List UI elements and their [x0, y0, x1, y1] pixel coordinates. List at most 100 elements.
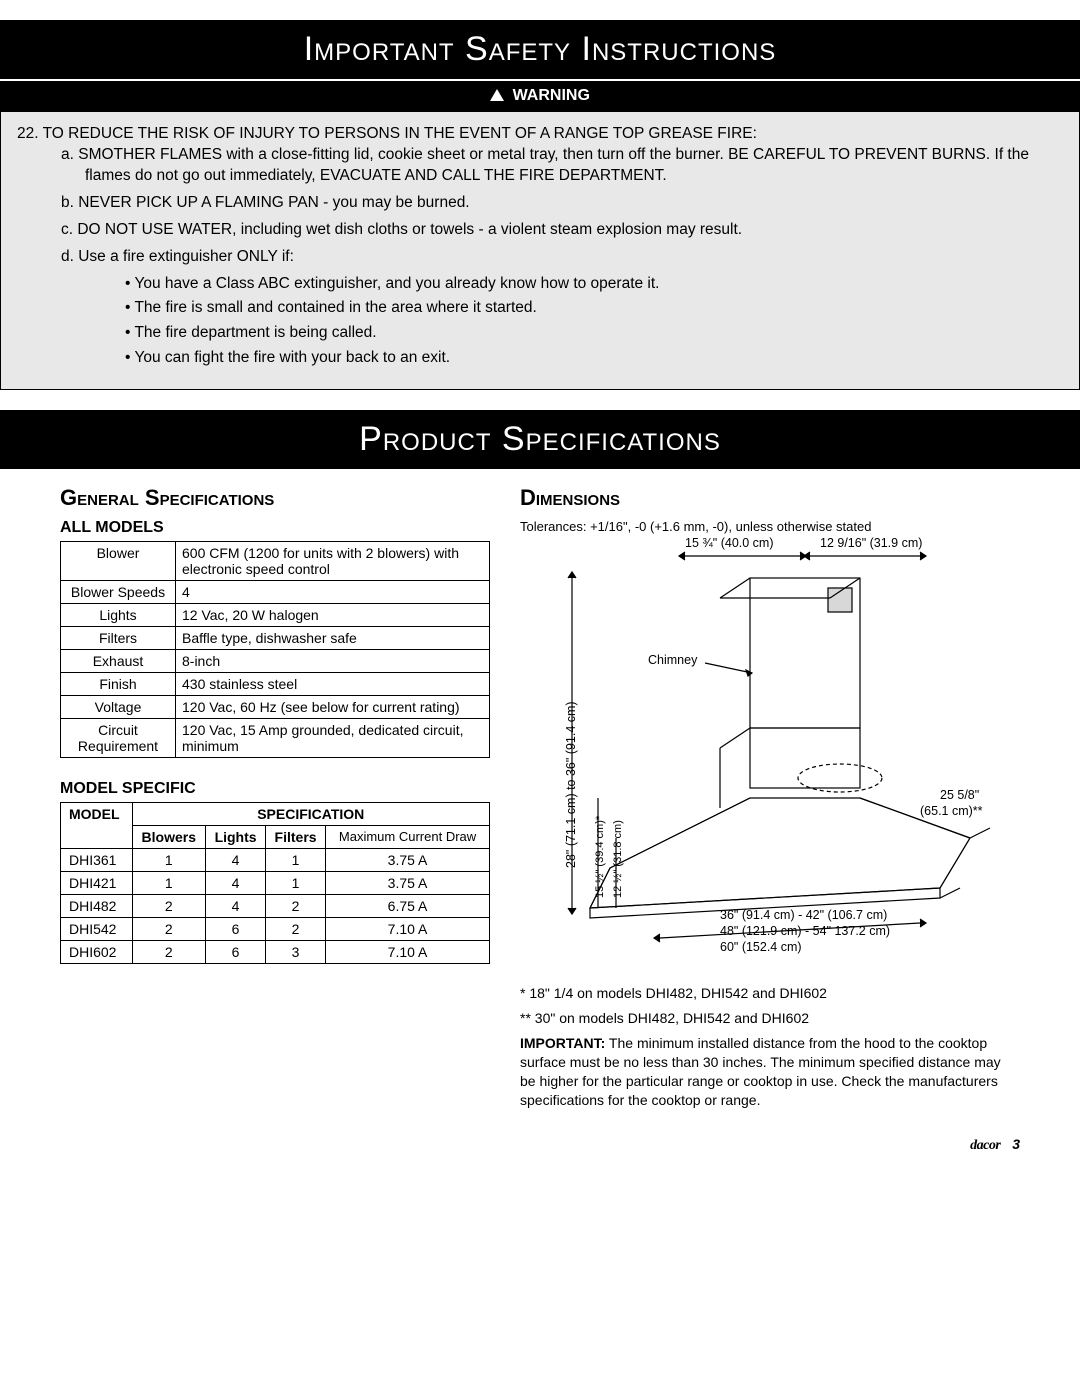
cell: DHI542	[61, 918, 133, 941]
spec-key: Blower Speeds	[61, 581, 176, 604]
page-number: 3	[1012, 1136, 1020, 1152]
cell: 4	[206, 849, 266, 872]
cell: 7.10 A	[326, 918, 490, 941]
cell: 6	[206, 918, 266, 941]
table-row: Finish430 stainless steel	[61, 673, 490, 696]
cell: 1	[266, 872, 326, 895]
cell: 2	[266, 918, 326, 941]
footnote-2: ** 30" on models DHI482, DHI542 and DHI6…	[520, 1009, 1020, 1028]
heading-allmodels: ALL MODELS	[60, 519, 490, 537]
spec-val: 120 Vac, 15 Amp grounded, dedicated circ…	[176, 719, 490, 758]
brand-logo: dacor	[970, 1138, 1000, 1153]
spec-key: Blower	[61, 542, 176, 581]
dimensions-diagram: 15 ¾" (40.0 cm) 12 9/16" (31.9 cm) Chimn…	[520, 538, 1020, 978]
spec-val: 430 stainless steel	[176, 673, 490, 696]
warning-label: WARNING	[513, 87, 590, 104]
dim-w1: 36" (91.4 cm) - 42" (106.7 cm)	[720, 908, 887, 922]
spec-banner: Product Specifications	[0, 410, 1080, 469]
dim-depth2: (65.1 cm)**	[920, 804, 983, 818]
table-row: Circuit Requirement120 Vac, 15 Amp groun…	[61, 719, 490, 758]
important-label: IMPORTANT:	[520, 1035, 605, 1051]
spec-key: Exhaust	[61, 650, 176, 673]
cell: 4	[206, 895, 266, 918]
spec-val: 12 Vac, 20 W halogen	[176, 604, 490, 627]
spec-val: 120 Vac, 60 Hz (see below for current ra…	[176, 696, 490, 719]
footnote-1: * 18" 1/4 on models DHI482, DHI542 and D…	[520, 984, 1020, 1003]
table-row: DHI4822426.75 A	[61, 895, 490, 918]
cell: DHI482	[61, 895, 133, 918]
table-row: Blower Speeds4	[61, 581, 490, 604]
hood-svg	[520, 538, 1000, 958]
cell: 1	[132, 872, 206, 895]
cell: 2	[266, 895, 326, 918]
table-row: DHI6022637.10 A	[61, 941, 490, 964]
safety-bullet: The fire is small and contained in the a…	[125, 298, 1063, 319]
table-row: FiltersBaffle type, dishwasher safe	[61, 627, 490, 650]
dim-top-right: 12 9/16" (31.9 cm)	[820, 536, 922, 550]
spec-key: Lights	[61, 604, 176, 627]
heading-modelspec: MODEL SPECIFIC	[60, 780, 490, 798]
spec-val: 8-inch	[176, 650, 490, 673]
spec-key: Circuit Requirement	[61, 719, 176, 758]
spec-val: 4	[176, 581, 490, 604]
dim-w2: 48" (121.9 cm) - 54" 137.2 cm)	[720, 924, 890, 938]
cell: 6	[206, 941, 266, 964]
safety-banner: Important Safety Instructions	[0, 20, 1080, 79]
dim-v3: 12 ½" (31.8 cm)	[612, 820, 624, 898]
spec-key: Filters	[61, 627, 176, 650]
safety-sub-item: c. DO NOT USE WATER, including wet dish …	[61, 220, 1063, 241]
col-maxdraw: Maximum Current Draw	[326, 826, 490, 849]
safety-bullet: The fire department is being called.	[125, 323, 1063, 344]
cell: 3	[266, 941, 326, 964]
cell: DHI361	[61, 849, 133, 872]
table-row: Exhaust8-inch	[61, 650, 490, 673]
dim-height: 28" (71.1 cm) to 36" (91.4 cm)	[564, 702, 578, 869]
cell: 2	[132, 918, 206, 941]
safety-item-num: 22.	[17, 125, 39, 142]
cell: 7.10 A	[326, 941, 490, 964]
safety-sub-item: d. Use a fire extinguisher ONLY if:	[61, 247, 1063, 268]
page-footer: dacor 3	[60, 1136, 1020, 1154]
spec-key: Voltage	[61, 696, 176, 719]
cell: 2	[132, 895, 206, 918]
table-row: DHI3611413.75 A	[61, 849, 490, 872]
safety-sub-item: b. NEVER PICK UP A FLAMING PAN - you may…	[61, 193, 1063, 214]
table-row: DHI5422627.10 A	[61, 918, 490, 941]
safety-item-text: TO REDUCE THE RISK OF INJURY TO PERSONS …	[43, 125, 757, 142]
dim-depth1: 25 5/8"	[940, 788, 979, 802]
cell: DHI602	[61, 941, 133, 964]
cell: 6.75 A	[326, 895, 490, 918]
cell: 3.75 A	[326, 872, 490, 895]
cell: 4	[206, 872, 266, 895]
dim-v2: 15 ½" (39.4 cm)*	[594, 816, 606, 898]
cell: 1	[132, 849, 206, 872]
dim-w3: 60" (152.4 cm)	[720, 940, 802, 954]
dim-top-left: 15 ¾" (40.0 cm)	[685, 536, 774, 550]
spec-key: Finish	[61, 673, 176, 696]
table-row: DHI4211413.75 A	[61, 872, 490, 895]
table-row: Voltage120 Vac, 60 Hz (see below for cur…	[61, 696, 490, 719]
table-row: Lights12 Vac, 20 W halogen	[61, 604, 490, 627]
cell: DHI421	[61, 872, 133, 895]
warning-triangle-icon	[490, 89, 504, 101]
cell: 2	[132, 941, 206, 964]
tolerance-note: Tolerances: +1/16", -0 (+1.6 mm, -0), un…	[520, 519, 1020, 534]
col-filters: Filters	[266, 826, 326, 849]
col-specification: SPECIFICATION	[132, 803, 490, 826]
col-model: MODEL	[61, 803, 133, 849]
safety-box: 22. TO REDUCE THE RISK OF INJURY TO PERS…	[0, 111, 1080, 390]
safety-bullet: You have a Class ABC extinguisher, and y…	[125, 274, 1063, 295]
spec-val: 600 CFM (1200 for units with 2 blowers) …	[176, 542, 490, 581]
spec-val: Baffle type, dishwasher safe	[176, 627, 490, 650]
heading-dimensions: Dimensions	[520, 485, 1020, 511]
cell: 1	[266, 849, 326, 872]
general-spec-table: Blower600 CFM (1200 for units with 2 blo…	[60, 541, 490, 758]
table-row: Blower600 CFM (1200 for units with 2 blo…	[61, 542, 490, 581]
col-lights: Lights	[206, 826, 266, 849]
safety-sub-item: a. SMOTHER FLAMES with a close-fitting l…	[61, 145, 1063, 187]
important-note: IMPORTANT: The minimum installed distanc…	[520, 1034, 1020, 1110]
safety-bullet: You can fight the fire with your back to…	[125, 348, 1063, 369]
cell: 3.75 A	[326, 849, 490, 872]
heading-general: General Specifications	[60, 485, 490, 511]
model-spec-table: MODEL SPECIFICATION Blowers Lights Filte…	[60, 802, 490, 964]
